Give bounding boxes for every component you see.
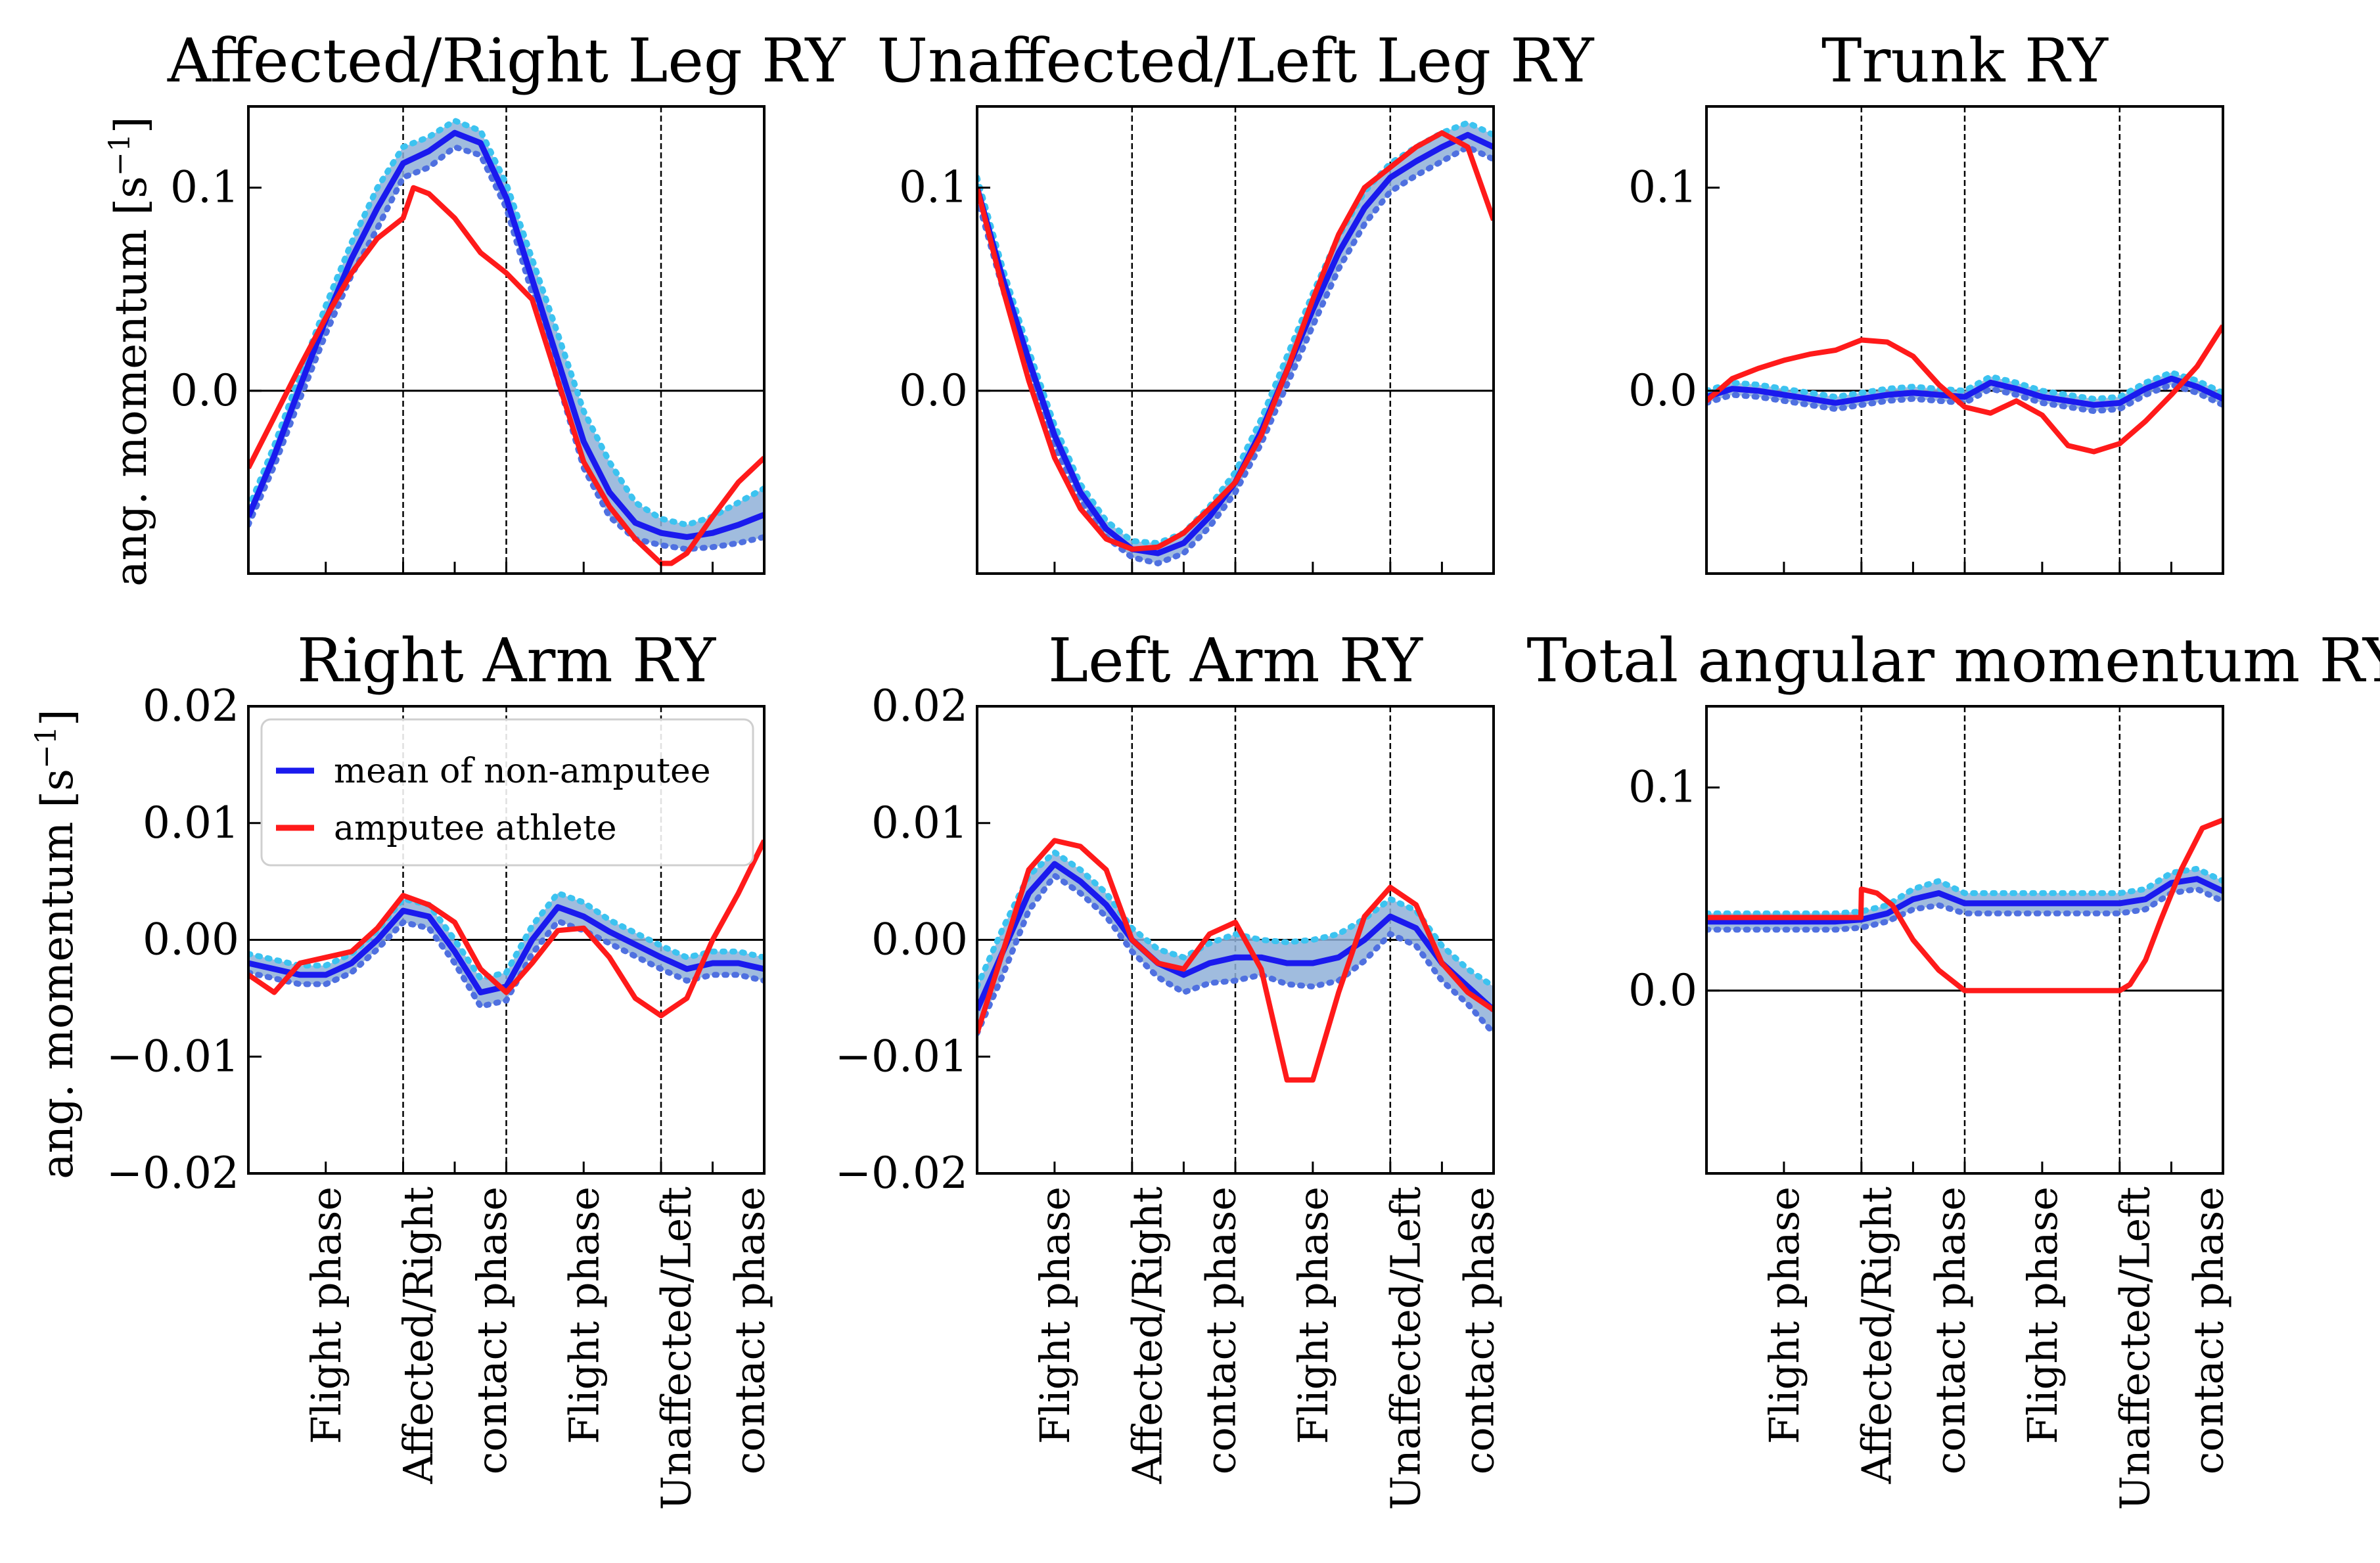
band-upper-line (977, 119, 1494, 547)
y-tick-label: 0.1 (899, 162, 968, 213)
y-tick-label: 0.0 (1628, 965, 1697, 1016)
band-upper-line (977, 848, 1494, 990)
phase-label-text: Affected/Right (1123, 1187, 1171, 1484)
y-tick-label: 0.01 (143, 798, 239, 848)
amputee-series-line (248, 839, 764, 1018)
plot-area (248, 706, 764, 1173)
phase-label: Unaffected/Left contact phase (2111, 1187, 2232, 1510)
y-tick-label: −0.02 (835, 1148, 968, 1198)
amputee-series-line (248, 185, 764, 566)
phase-label-text: contact phase (468, 1187, 516, 1474)
amputee-series-line (1706, 817, 2223, 993)
phase-label-text: Unaffected/Left (2111, 1187, 2159, 1510)
mean-series-line (977, 861, 1494, 1012)
y-tick-label: 0.00 (871, 915, 968, 965)
panel-title: Affected/Right Leg RY (167, 26, 846, 96)
y-tick-label: 0.1 (1628, 162, 1697, 213)
phase-label: Flight phase (302, 1187, 350, 1444)
phase-label: Unaffected/Left contact phase (1381, 1187, 1503, 1510)
phase-label-text: contact phase (1455, 1187, 1503, 1474)
phase-label: Flight phase (560, 1187, 608, 1444)
mean-series-line (248, 904, 764, 995)
legend: mean of non-amputee amputee athlete (260, 718, 754, 867)
phase-label: Unaffected/Left contact phase (652, 1187, 774, 1510)
panel-5: Left Arm RY −0.02 −0.01 0.00 0.01 0.02 Flight … (835, 625, 1503, 1510)
y-tick-label: 0.0 (1628, 365, 1697, 416)
panel-title: Left Arm RY (1048, 625, 1423, 696)
y-tick-label: −0.02 (106, 1148, 239, 1198)
band-upper-line (248, 890, 764, 982)
phase-label: Flight phase (2019, 1187, 2067, 1444)
ylabel-bottom: ang. momentum [s−1] (30, 709, 83, 1179)
phase-label: Flight phase (1760, 1187, 1808, 1444)
y-tick-label: −0.01 (106, 1031, 239, 1081)
panel-title: Total angular momentum RY (1526, 625, 2380, 696)
band-lower-line (977, 871, 1494, 1037)
y-tick-label: −0.01 (835, 1031, 968, 1081)
mean-series-line (1706, 375, 2223, 408)
phase-label-text: Unaffected/Left (1381, 1187, 1429, 1510)
panel-3: Trunk RY 0.0 0.1 (1628, 26, 2224, 575)
plot-area (1706, 106, 2223, 574)
phase-label-text: Flight phase (1031, 1187, 1079, 1444)
band-lower-line (977, 143, 1494, 567)
band-upper-line (1706, 865, 2223, 917)
band-lower-line (248, 917, 764, 1010)
phase-label-text: contact phase (2184, 1187, 2232, 1474)
phase-label-text: contact phase (1197, 1187, 1245, 1474)
panel-2: Unaffected/Left Leg RY 0.0 0.1 (877, 26, 1595, 575)
y-tick-label: 0.1 (170, 162, 239, 213)
amputee-series-line (977, 130, 1494, 552)
phase-label-text: Affected/Right (1852, 1187, 1900, 1484)
y-tick-label: 0.02 (143, 681, 239, 731)
band-upper-line (248, 117, 764, 528)
phase-label: Affected/Right contact phase (394, 1187, 516, 1484)
phase-label: Affected/Right contact phase (1123, 1187, 1245, 1484)
panel-title: Trunk RY (1821, 26, 2109, 96)
plot-area (248, 106, 764, 574)
band-lower-line (1706, 886, 2223, 933)
plot-area (977, 706, 1494, 1173)
band-upper-line (1706, 369, 2223, 402)
phase-label-text: Flight phase (1760, 1187, 1808, 1444)
y-tick-label: 0.0 (170, 365, 239, 416)
legend-box (260, 718, 754, 867)
phase-label-text: contact phase (726, 1187, 774, 1474)
y-tick-label: 0.01 (871, 798, 968, 848)
phase-label-text: contact phase (1926, 1187, 1974, 1474)
panel-title: Unaffected/Left Leg RY (877, 26, 1595, 96)
band-lower-line (248, 143, 764, 553)
panel-title: Right Arm RY (297, 625, 716, 696)
y-tick-label: 0.00 (143, 915, 239, 965)
plot-area (1706, 706, 2223, 1173)
phase-label-text: Flight phase (2019, 1187, 2067, 1444)
phase-label: Flight phase (1289, 1187, 1337, 1444)
legend-mean-label: mean of non-amputee (334, 752, 711, 791)
panel-4: Right Arm RY −0.02 −0.01 0.00 0.01 0.02 Flight… (106, 625, 774, 1510)
mean-series-line (1706, 876, 2223, 925)
ylabel-top: ang. momentum [s−1] (103, 116, 157, 586)
y-tick-label: 0.0 (899, 365, 968, 416)
phase-label: Affected/Right contact phase (1852, 1187, 1974, 1484)
phase-label-text: Unaffected/Left (652, 1187, 700, 1510)
y-tick-label: 0.1 (1628, 762, 1697, 813)
band-lower-line (1706, 381, 2223, 415)
phase-label-text: Flight phase (302, 1187, 350, 1444)
phase-label-text: Flight phase (1289, 1187, 1337, 1444)
plot-area (977, 106, 1494, 574)
phase-label: Flight phase (1031, 1187, 1079, 1444)
panel-1: Affected/Right Leg RY 0.0 0.1 (167, 26, 846, 575)
amputee-series-line (1706, 324, 2223, 455)
legend-amputee-label: amputee athlete (334, 809, 617, 848)
panel-6: Total angular momentum RY 0.0 0.1 Flight ph… (1526, 625, 2380, 1510)
phase-label-text: Flight phase (560, 1187, 608, 1444)
y-tick-label: 0.02 (871, 681, 968, 731)
phase-label-text: Affected/Right (394, 1187, 442, 1484)
amputee-series-line (977, 838, 1494, 1083)
